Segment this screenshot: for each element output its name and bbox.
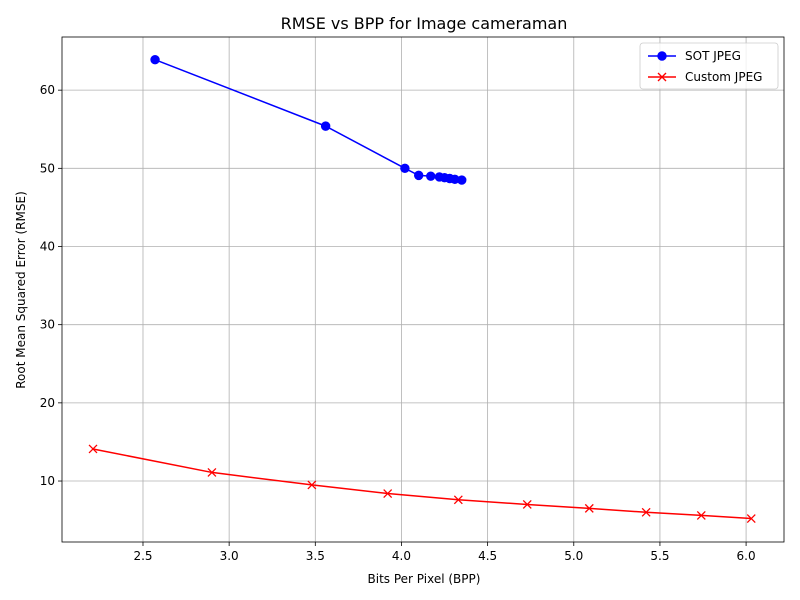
- y-tick-label-5: 60: [40, 83, 55, 97]
- series-1-point-1: [207, 467, 217, 477]
- series-1-point-9: [746, 514, 756, 524]
- series-0-point-1: [320, 121, 331, 131]
- series-1-point-2-stroke-b: [307, 480, 317, 490]
- legend-label-0: SOT JPEG: [685, 49, 741, 63]
- series-1-point-0: [88, 444, 98, 454]
- x-tick-label-4: 4.5: [478, 549, 497, 563]
- x-tick-label-0: 2.5: [133, 549, 152, 563]
- series-1-point-3: [383, 489, 393, 498]
- series-1-point-5: [522, 500, 532, 509]
- series-0-point-3: [413, 170, 424, 181]
- legend-marker-0: [657, 51, 667, 61]
- y-tick-label-4: 50: [40, 161, 55, 175]
- series-0-point-2: [400, 163, 410, 174]
- series-line-1: [92, 448, 752, 520]
- series-1-point-6-stroke-b: [584, 503, 594, 513]
- series-1-point-7-stroke-b: [641, 507, 651, 517]
- series-1-point-0-stroke-b: [88, 444, 98, 454]
- series-1-point-7: [641, 507, 651, 517]
- x-tick-label-7: 6.0: [737, 549, 756, 563]
- chart-title: RMSE vs BPP for Image cameraman: [281, 14, 568, 33]
- y-axis-label: Root Mean Squared Error (RMSE): [14, 191, 28, 389]
- x-axis-label: Bits Per Pixel (BPP): [368, 572, 481, 586]
- legend: SOT JPEG Custom JPEG: [639, 42, 779, 90]
- axes-frame: [61, 36, 785, 543]
- series-0-point-9: [457, 175, 467, 185]
- legend-label-1: Custom JPEG: [685, 70, 762, 84]
- series-1-point-2: [307, 480, 317, 490]
- series-1-point-4-stroke-b: [453, 495, 463, 505]
- series-0-point-0: [150, 54, 160, 65]
- plot-area: 2.5 3.0 3.5 4.0 4.5 5.0 5.5 6.0 10 20 30 40 50 60: [40, 36, 785, 563]
- series-1-point-8-stroke-b: [696, 510, 706, 520]
- series-1-point-9-stroke-b: [746, 514, 756, 524]
- series-1-point-1-stroke-b: [207, 467, 217, 477]
- series-1-point-3-stroke-b: [383, 489, 393, 498]
- y-tick-label-1: 20: [40, 396, 55, 410]
- series-1-point-4: [453, 495, 463, 505]
- y-tick-label-2: 30: [40, 318, 55, 332]
- y-tick-label-3: 40: [40, 240, 55, 254]
- x-tick-label-5: 5.0: [564, 549, 583, 563]
- x-tick-label-2: 3.5: [306, 549, 325, 563]
- y-tick-label-0: 10: [40, 474, 55, 488]
- legend-marker-1: [657, 72, 667, 82]
- x-tick-label-1: 3.0: [220, 549, 239, 563]
- legend-marker-1-stroke-b: [657, 72, 667, 82]
- x-tick-label-3: 4.0: [392, 549, 411, 563]
- series-1-point-5-stroke-b: [522, 500, 532, 509]
- series-0-point-4: [426, 171, 436, 181]
- series-1-point-8: [696, 510, 706, 520]
- x-tick-label-6: 5.5: [650, 549, 669, 563]
- series-1-point-6: [584, 503, 594, 513]
